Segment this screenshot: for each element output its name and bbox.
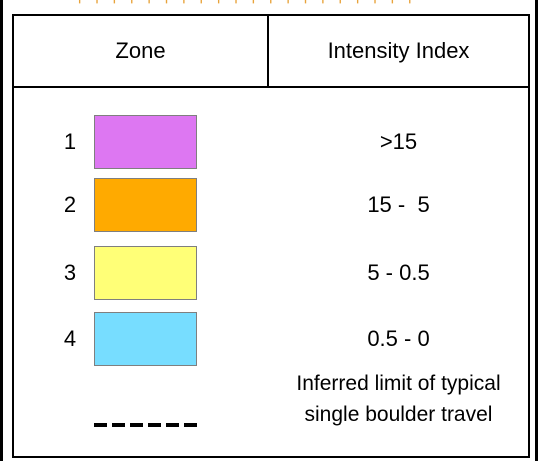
zone-2-color-swatch (94, 178, 197, 232)
zone-number: 4 (63, 326, 77, 351)
zone-row-4: 4 0.5 - 0 (14, 309, 528, 369)
header-column-divider (267, 16, 269, 86)
cropped-heading-strip: ⌐ ⌐ ⌐ ⌐ ⌐ ⌐ ⌐ ⌐ ⌐ ⌐ ⌐ ⌐ ⌐ ⌐ ⌐ ⌐ ⌐ ⌐ ⌐ ⌐ (0, 0, 541, 12)
zone-3-color-swatch (94, 246, 197, 300)
intensity-range: 5 - 0.5 (367, 260, 430, 285)
boulder-limit-label-line-1: Inferred limit of typical (296, 372, 501, 395)
zone-number: 1 (63, 129, 77, 154)
intensity-range: >15 (379, 129, 418, 154)
zone-row-3: 3 5 - 0.5 (14, 243, 528, 303)
legend-header-row: Zone Intensity Index (14, 16, 528, 88)
intensity-legend-table: Zone Intensity Index 1 >15 2 15 - 5 3 5 … (12, 14, 530, 458)
boulder-limit-label: Inferred limit of typical single boulder… (269, 368, 528, 430)
intensity-range: 15 - 5 (367, 192, 430, 217)
zone-row-2: 2 15 - 5 (14, 175, 528, 235)
zone-number: 2 (63, 192, 77, 217)
zone-1-color-swatch (94, 115, 197, 169)
zone-number: 3 (63, 260, 77, 285)
intensity-range: 0.5 - 0 (367, 326, 430, 351)
zone-row-1: 1 >15 (14, 112, 528, 172)
intensity-column-header: Intensity Index (327, 38, 470, 63)
zone-column-header: Zone (115, 38, 166, 63)
zone-4-color-swatch (94, 312, 197, 366)
boulder-limit-label-line-2: single boulder travel (304, 403, 493, 426)
cropped-heading-fragment: ⌐ ⌐ ⌐ ⌐ ⌐ ⌐ ⌐ ⌐ ⌐ ⌐ ⌐ ⌐ ⌐ ⌐ ⌐ ⌐ ⌐ ⌐ ⌐ ⌐ (78, 0, 420, 11)
dashed-limit-line-symbol (94, 423, 198, 427)
boulder-limit-row: Inferred limit of typical single boulder… (14, 360, 528, 450)
